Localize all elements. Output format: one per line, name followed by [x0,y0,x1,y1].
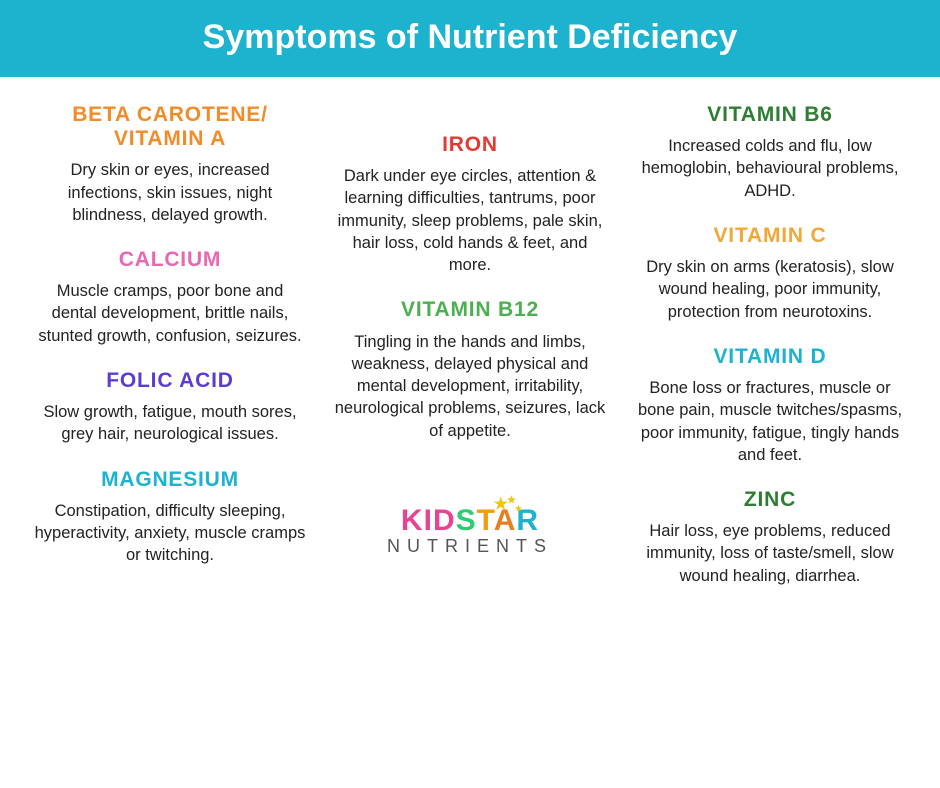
nutrient-title: IRON [334,133,606,157]
nutrient-desc: Dry skin on arms (keratosis), slow wound… [634,256,906,323]
column-middle: IRON Dark under eye circles, attention &… [334,103,606,587]
page-header: Symptoms of Nutrient Deficiency [0,0,940,77]
nutrient-iron: IRON Dark under eye circles, attention &… [334,133,606,276]
nutrient-calcium: CALCIUM Muscle cramps, poor bone and den… [34,248,306,347]
nutrient-vitamin-b6: VITAMIN B6 Increased colds and flu, low … [634,103,906,202]
star-icon: ★★★ [494,494,527,514]
nutrient-title: FOLIC ACID [34,369,306,393]
nutrient-magnesium: MAGNESIUM Constipation, difficulty sleep… [34,468,306,567]
page-title: Symptoms of Nutrient Deficiency [203,18,738,56]
nutrient-zinc: ZINC Hair loss, eye problems, reduced im… [634,488,906,587]
brand-logo: ★★★ KIDSTAR NUTRIENTS [334,504,606,557]
nutrient-desc: Slow growth, fatigue, mouth sores, grey … [34,401,306,446]
nutrient-title: VITAMIN B6 [634,103,906,127]
logo-bottom: NUTRIENTS [334,536,606,557]
nutrient-desc: Dark under eye circles, attention & lear… [334,165,606,276]
logo-top: ★★★ KIDSTAR [401,504,539,538]
nutrient-title: ZINC [634,488,906,512]
nutrient-folic-acid: FOLIC ACID Slow growth, fatigue, mouth s… [34,369,306,446]
nutrient-title: VITAMIN D [634,345,906,369]
nutrient-title: MAGNESIUM [34,468,306,492]
nutrient-vitamin-b12: VITAMIN B12 Tingling in the hands and li… [334,298,606,441]
nutrient-title: BETA CAROTENE/ VITAMIN A [34,103,306,151]
nutrient-vitamin-c: VITAMIN C Dry skin on arms (keratosis), … [634,224,906,323]
nutrient-desc: Constipation, difficulty sleeping, hyper… [34,500,306,567]
nutrient-vitamin-d: VITAMIN D Bone loss or fractures, muscle… [634,345,906,466]
nutrient-desc: Dry skin or eyes, increased infections, … [34,159,306,226]
nutrient-title: VITAMIN B12 [334,298,606,322]
nutrient-desc: Tingling in the hands and limbs, weaknes… [334,331,606,442]
nutrient-desc: Muscle cramps, poor bone and dental deve… [34,280,306,347]
content-grid: BETA CAROTENE/ VITAMIN A Dry skin or eye… [0,77,940,605]
column-right: VITAMIN B6 Increased colds and flu, low … [634,103,906,587]
nutrient-title: VITAMIN C [634,224,906,248]
nutrient-desc: Increased colds and flu, low hemoglobin,… [634,135,906,202]
nutrient-desc: Bone loss or fractures, muscle or bone p… [634,377,906,466]
nutrient-desc: Hair loss, eye problems, reduced immunit… [634,520,906,587]
column-left: BETA CAROTENE/ VITAMIN A Dry skin or eye… [34,103,306,587]
nutrient-title: CALCIUM [34,248,306,272]
nutrient-beta-carotene: BETA CAROTENE/ VITAMIN A Dry skin or eye… [34,103,306,226]
